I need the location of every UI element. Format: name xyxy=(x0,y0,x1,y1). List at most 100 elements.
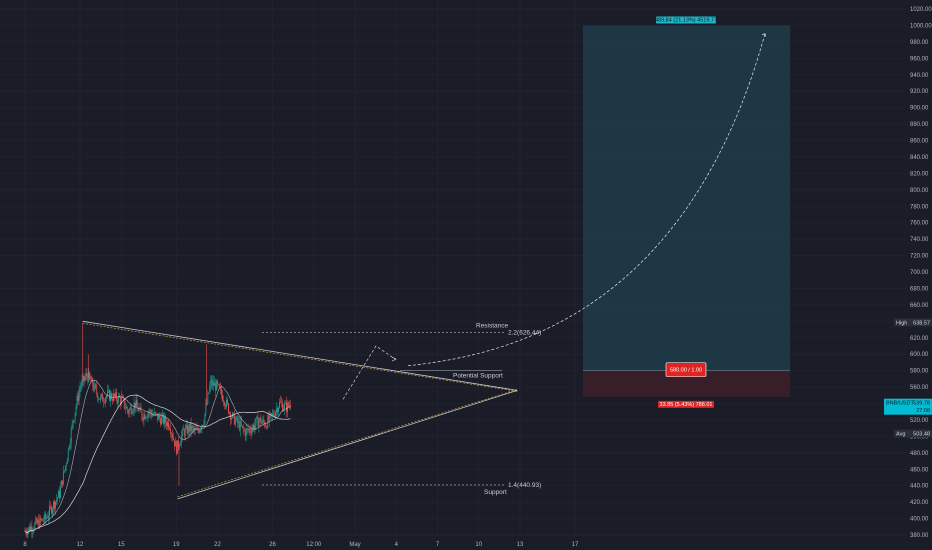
candle-body xyxy=(177,440,179,447)
candle xyxy=(268,411,270,423)
candle-body xyxy=(218,384,220,385)
candle xyxy=(271,412,273,421)
candle xyxy=(70,426,72,450)
entry-label-bg xyxy=(665,362,707,377)
candle-body xyxy=(228,403,229,414)
y-tick-label: 920.00 xyxy=(910,89,929,95)
candle xyxy=(54,499,55,513)
candle-body xyxy=(225,405,226,407)
candle xyxy=(126,405,128,414)
candle xyxy=(44,511,46,524)
y-tick-label: 600.00 xyxy=(910,352,929,358)
arrow-head-icon xyxy=(761,33,767,37)
candle xyxy=(173,432,174,441)
candle-body xyxy=(40,517,42,521)
candle-body xyxy=(185,425,187,429)
candle xyxy=(92,377,94,391)
candle-body xyxy=(237,421,239,423)
candle xyxy=(167,419,168,431)
candle-body xyxy=(234,419,236,425)
candle-body xyxy=(283,408,284,411)
candle xyxy=(240,415,242,427)
candle xyxy=(93,381,95,393)
candle xyxy=(162,409,164,424)
candle xyxy=(239,417,241,437)
candle-body xyxy=(142,418,144,421)
candle-body xyxy=(216,380,218,391)
candle-body xyxy=(208,392,210,394)
candle-body xyxy=(183,430,185,436)
time-axis-bg xyxy=(0,538,906,550)
candle xyxy=(168,418,169,431)
candle-body xyxy=(217,380,219,385)
candle xyxy=(81,374,83,390)
avg-tag-label: Avg xyxy=(896,432,905,438)
candle-body xyxy=(247,428,249,431)
projection-path[interactable] xyxy=(342,345,396,400)
candle xyxy=(264,420,266,430)
candle-body xyxy=(251,429,253,434)
candle-body xyxy=(33,529,35,531)
triangle-lower-line[interactable] xyxy=(177,389,518,500)
candle-body xyxy=(243,429,245,431)
candle-body xyxy=(53,501,54,510)
candle-body xyxy=(169,428,170,430)
candle-body xyxy=(288,405,290,406)
stop-label: 33.85 (5.43%) 788.01 xyxy=(658,400,714,408)
candle xyxy=(78,385,80,406)
candle xyxy=(244,428,246,441)
candle-body xyxy=(241,425,243,427)
position-zones xyxy=(583,25,790,397)
candle xyxy=(211,375,213,390)
candle-body xyxy=(108,390,109,392)
candle-body xyxy=(143,414,145,421)
candle xyxy=(130,404,132,417)
candle xyxy=(247,423,249,434)
candle-body xyxy=(165,416,166,423)
target-label-text: 489.84 (21.13%) 4519.77 xyxy=(655,18,717,24)
candle xyxy=(41,518,43,522)
candle xyxy=(61,480,63,489)
candle xyxy=(89,371,91,380)
candle-body xyxy=(288,402,289,406)
candle-body xyxy=(229,412,230,414)
resistance-label: Resistance xyxy=(476,322,509,329)
candle xyxy=(253,422,255,433)
triangle-upper-line[interactable] xyxy=(82,320,518,391)
candle-body xyxy=(116,392,117,400)
candle xyxy=(91,374,93,382)
candle xyxy=(154,407,156,417)
time-axis[interactable]: 8 12 15 19 22 26 12:00 May 4 7 10 13 17 xyxy=(0,538,906,550)
candle xyxy=(248,427,250,436)
y-tick-label: 900.00 xyxy=(910,106,929,112)
candle xyxy=(73,419,75,423)
candle-body xyxy=(160,418,162,425)
candle-body xyxy=(174,441,176,447)
candle-body xyxy=(238,421,240,431)
candle xyxy=(273,410,275,417)
candle xyxy=(156,412,158,417)
candle-body xyxy=(179,443,181,446)
candle xyxy=(47,512,49,519)
candle xyxy=(180,431,182,449)
candle xyxy=(258,418,260,433)
candle xyxy=(84,373,86,384)
projection-curve[interactable] xyxy=(407,33,766,367)
candle-body xyxy=(144,414,146,419)
countdown-text: 27:08 xyxy=(916,408,930,414)
candle xyxy=(272,408,274,421)
candle xyxy=(165,413,166,428)
candle-body xyxy=(178,445,180,447)
price-axis[interactable] xyxy=(906,0,932,550)
candle-body xyxy=(173,437,174,440)
candle-body xyxy=(250,431,252,434)
y-tick-label: 700.00 xyxy=(910,270,929,276)
candle-body xyxy=(285,402,286,404)
candle-body xyxy=(131,412,133,414)
x-tick-label: 22 xyxy=(214,542,221,548)
candle xyxy=(102,391,104,402)
candle xyxy=(143,410,145,427)
candle xyxy=(35,515,37,525)
